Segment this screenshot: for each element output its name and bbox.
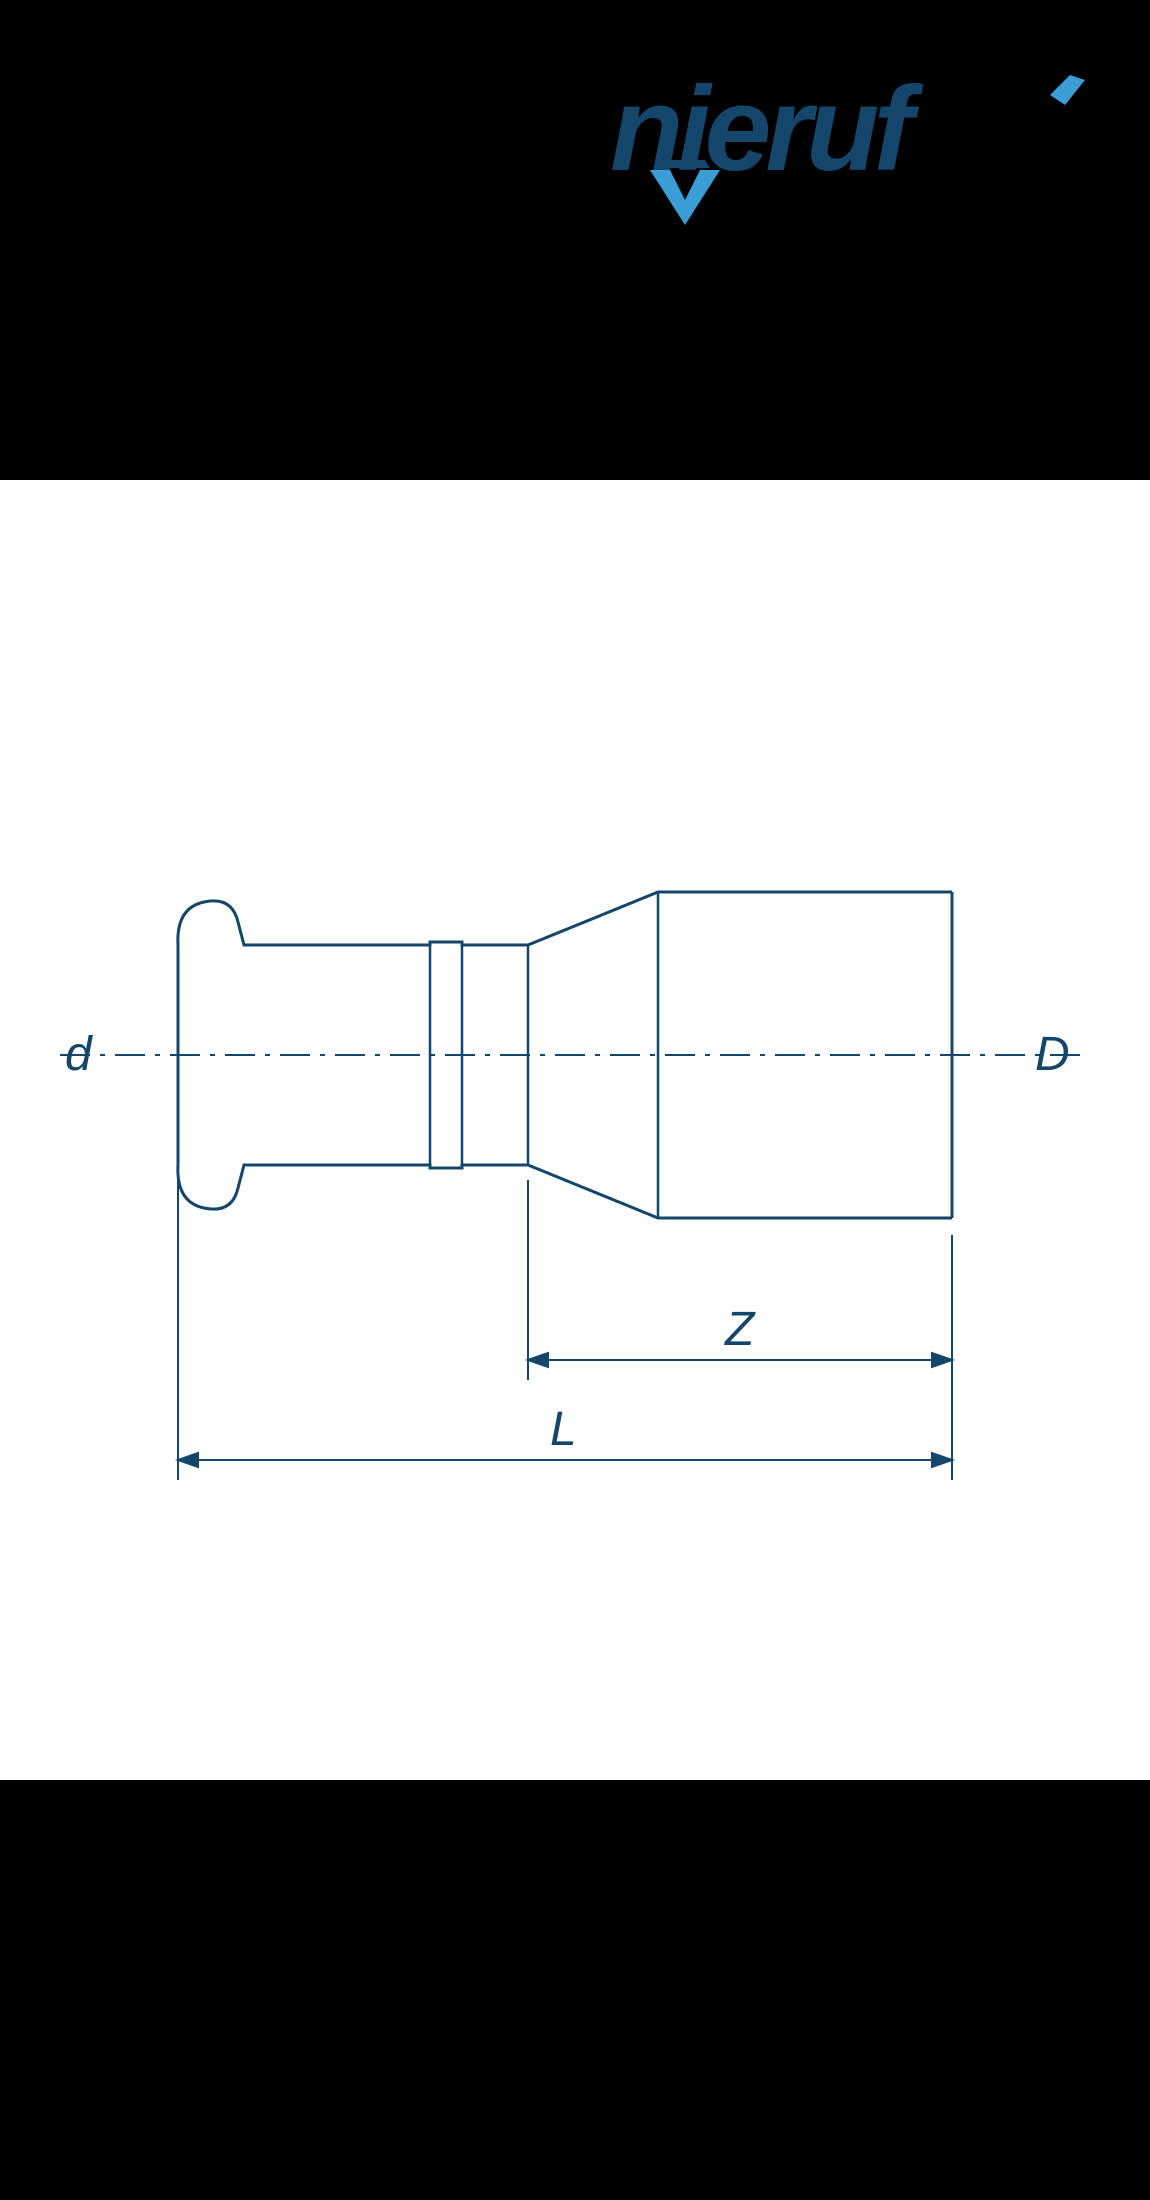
logo-f-accent (1050, 75, 1085, 105)
diagram-whiteout (0, 860, 1150, 1280)
diagram-svg: d D Z L (0, 480, 1150, 1780)
logo-text: nieruf (610, 62, 923, 196)
label-d: d (65, 1028, 93, 1081)
l-arrow-left (178, 1453, 198, 1467)
label-L: L (550, 1403, 577, 1456)
label-Z: Z (724, 1303, 756, 1356)
technical-diagram: d D Z L (0, 480, 1150, 1780)
z-arrow-left (528, 1353, 548, 1367)
logo-svg: nieruf (590, 60, 1110, 260)
l-arrow-right (932, 1453, 952, 1467)
label-D: D (1035, 1028, 1070, 1081)
brand-logo: nieruf (590, 60, 1110, 260)
z-arrow-right (932, 1353, 952, 1367)
